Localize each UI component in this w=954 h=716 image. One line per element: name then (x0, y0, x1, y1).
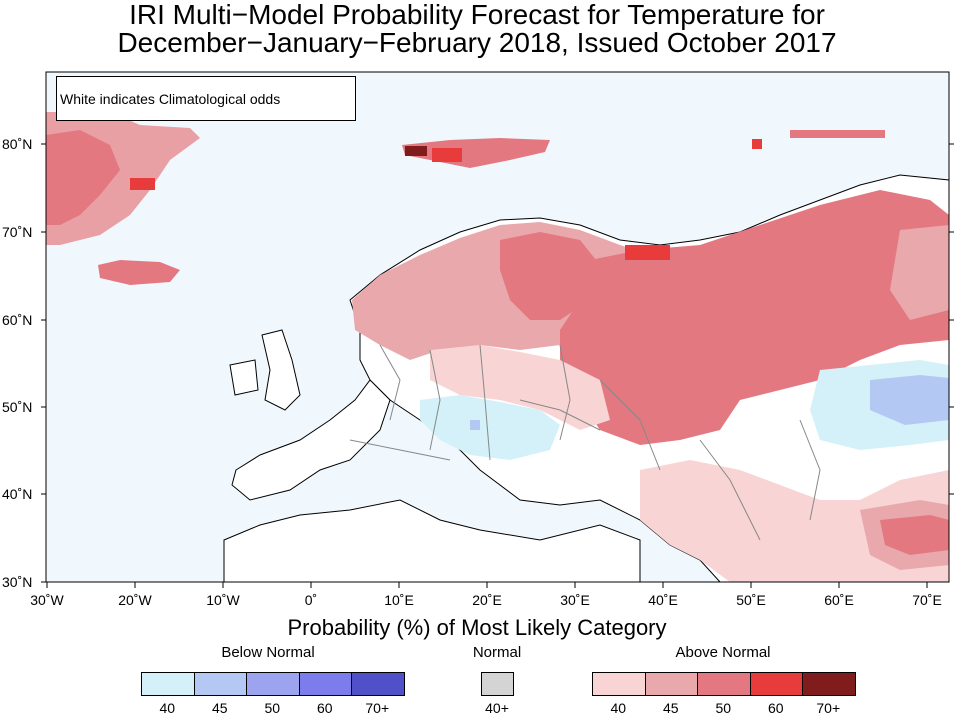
lon-label-20e: 20˚E (472, 592, 502, 608)
lat-label-30n: 30˚N (2, 574, 32, 590)
lat-label-80n: 80˚N (2, 136, 32, 152)
lon-label-10e: 10˚E (384, 592, 414, 608)
franz-josef-dot (752, 139, 762, 149)
above-normal-tick-1: 45 (662, 700, 679, 716)
below-normal-swatch-3 (298, 672, 352, 696)
eastern-europe-shade (430, 345, 610, 430)
central-europe-cool-strong (470, 420, 480, 430)
borders-layer (349, 344, 821, 541)
below-normal-swatch-2 (246, 672, 300, 696)
above-normal-label: Above Normal (675, 644, 771, 661)
below-normal-layer (420, 360, 949, 460)
lon-label-0: 0˚ (305, 592, 317, 608)
below-normal-swatch-0 (141, 672, 195, 696)
above-normal-swatch-0 (592, 672, 646, 696)
legend-title: Probability (%) of Most Likely Category (287, 615, 667, 640)
iran-shade-strong (880, 515, 949, 555)
below-normal-tick-0: 40 (159, 700, 176, 716)
below-normal-tick-4: 70+ (365, 700, 390, 716)
climatology-note: White indicates Climatological odds (56, 76, 356, 121)
lon-axis (46, 582, 928, 588)
above-normal-swatch-3 (749, 672, 803, 696)
lon-label-70e: 70˚E (912, 592, 942, 608)
below-normal-tick-1: 45 (211, 700, 228, 716)
kazakhstan-cool-strong (870, 375, 949, 425)
ireland-land (229, 359, 259, 396)
lon-label-40e: 40˚E (648, 592, 678, 608)
lat-label-40n: 40˚N (2, 486, 32, 502)
franz-josef-shade (790, 130, 885, 138)
normal-label: Normal (472, 644, 522, 661)
title-line-1: IRI Multi−Model Probability Forecast for… (129, 0, 825, 30)
great-britain-land (261, 329, 301, 411)
lon-label-30e: 30˚E (560, 592, 590, 608)
iceland-shade (98, 260, 180, 285)
above-normal-swatch-4 (802, 672, 856, 696)
below-normal-swatch-1 (193, 672, 247, 696)
lat-label-70n: 70˚N (2, 224, 32, 240)
normal-tick-0: 40+ (485, 700, 509, 716)
greenland-shade-strong (46, 130, 120, 225)
lon-label-10w: 10˚W (206, 592, 240, 608)
svalbard-hotspot (432, 148, 462, 162)
lon-label-50e: 50˚E (736, 592, 766, 608)
title-line-2: December−January−February 2018, Issued O… (117, 27, 837, 58)
above-normal-tick-0: 40 (610, 700, 627, 716)
below-normal-tick-2: 50 (264, 700, 281, 716)
svalbard-hotspot-dark (405, 146, 427, 156)
russia-east-shade (890, 225, 949, 320)
greenland-hotspot (130, 178, 155, 190)
above-normal-swatch-2 (697, 672, 751, 696)
finland-shade (500, 232, 600, 320)
lon-label-20w: 20˚W (118, 592, 152, 608)
map-frame (45, 71, 950, 583)
above-normal-layer (46, 112, 949, 582)
above-normal-tick-4: 70+ (816, 700, 841, 716)
below-normal-label: Below Normal (221, 644, 315, 661)
lat-axis (41, 143, 954, 583)
lon-label-30w: 30˚W (30, 592, 64, 608)
lat-label-60n: 60˚N (2, 312, 32, 328)
central-europe-cool (420, 395, 560, 460)
lat-label-50n: 50˚N (2, 399, 32, 415)
normal-swatch-0 (481, 672, 514, 696)
below-normal-tick-3: 60 (316, 700, 333, 716)
lon-label-60e: 60˚E (824, 592, 854, 608)
above-normal-tick-2: 50 (715, 700, 732, 716)
above-normal-swatch-1 (644, 672, 698, 696)
above-normal-tick-3: 60 (767, 700, 784, 716)
western-europe-land (231, 379, 391, 501)
below-normal-swatch-4 (351, 672, 405, 696)
russia-hotspot (625, 245, 670, 260)
